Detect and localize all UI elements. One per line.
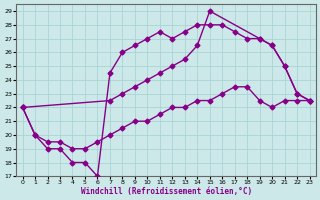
X-axis label: Windchill (Refroidissement éolien,°C): Windchill (Refroidissement éolien,°C) <box>81 187 252 196</box>
